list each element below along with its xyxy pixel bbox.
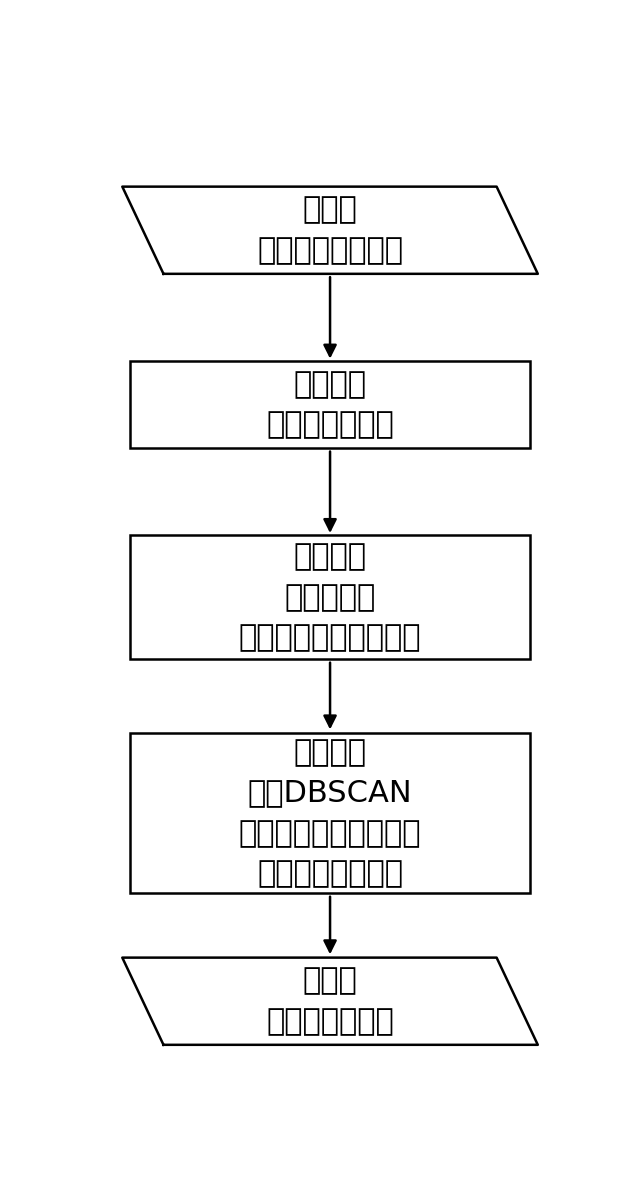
Polygon shape bbox=[122, 187, 538, 274]
Bar bbox=[130, 361, 529, 448]
Text: 输入：
原始安全事件集合: 输入： 原始安全事件集合 bbox=[257, 195, 403, 265]
Text: 第二步：
根据属性树
计算安全事件的相似度: 第二步： 根据属性树 计算安全事件的相似度 bbox=[239, 542, 421, 652]
Bar bbox=[130, 733, 529, 893]
Text: 第三步：
使用DBSCAN
根据安全事件的密集程
度对安全事件聚类: 第三步： 使用DBSCAN 根据安全事件的密集程 度对安全事件聚类 bbox=[239, 738, 421, 888]
Text: 输出：
超警报事件集合: 输出： 超警报事件集合 bbox=[266, 967, 394, 1036]
Bar bbox=[130, 535, 529, 659]
Polygon shape bbox=[122, 957, 538, 1045]
Text: 第一步：
生成属性树集合: 第一步： 生成属性树集合 bbox=[266, 370, 394, 440]
